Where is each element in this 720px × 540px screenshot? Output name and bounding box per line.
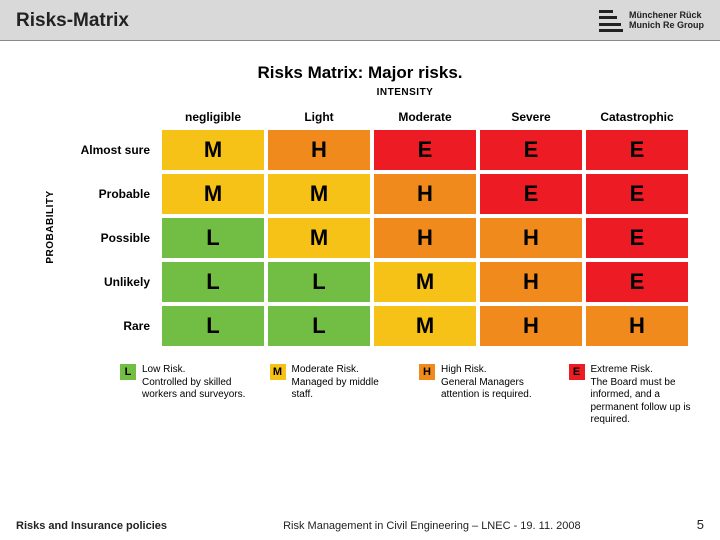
matrix-cell: M — [268, 218, 370, 258]
legend-text: High Risk.General Managers attention is … — [441, 364, 551, 402]
matrix-cell: L — [162, 262, 264, 302]
matrix-row: PossibleLMHHE — [68, 218, 688, 258]
brand-logo: Münchener Rück Munich Re Group — [599, 10, 704, 32]
col-header: Catastrophic — [586, 108, 688, 126]
matrix-cell: H — [480, 262, 582, 302]
matrix-body: Almost sureMHEEEProbableMMHEEPossibleLMH… — [68, 130, 688, 346]
row-header: Possible — [68, 218, 158, 258]
page-number: 5 — [697, 517, 704, 532]
matrix-cell: M — [268, 174, 370, 214]
footer-left: Risks and Insurance policies — [16, 520, 167, 532]
matrix-cell: H — [480, 306, 582, 346]
matrix-cell: L — [268, 262, 370, 302]
matrix-cell: L — [268, 306, 370, 346]
col-header: negligible — [162, 108, 264, 126]
legend: L Low Risk.Controlled by skilled workers … — [120, 364, 700, 427]
legend-item: M Moderate Risk.Managed by middle staff. — [270, 364, 402, 402]
row-header: Almost sure — [68, 130, 158, 170]
legend-text: Low Risk.Controlled by skilled workers a… — [142, 364, 252, 402]
matrix-cell: M — [374, 262, 476, 302]
matrix-cell: E — [586, 218, 688, 258]
matrix-cell: M — [162, 174, 264, 214]
matrix-cell: H — [586, 306, 688, 346]
row-header: Unlikely — [68, 262, 158, 302]
legend-text: Extreme Risk.The Board must be informed,… — [591, 364, 701, 427]
col-header: Moderate — [374, 108, 476, 126]
col-header: Light — [268, 108, 370, 126]
matrix-row: UnlikelyLLMHE — [68, 262, 688, 302]
page-title: Risks-Matrix — [16, 10, 129, 32]
brand-stripes-icon — [599, 10, 623, 32]
matrix-cell: E — [586, 262, 688, 302]
subtitle: Risks Matrix: Major risks. — [0, 63, 720, 83]
footer: Risks and Insurance policies Risk Manage… — [0, 517, 720, 532]
matrix-cell: L — [162, 306, 264, 346]
matrix-cell: E — [586, 174, 688, 214]
row-header: Probable — [68, 174, 158, 214]
brand-text: Münchener Rück Munich Re Group — [629, 11, 704, 31]
legend-badge: H — [419, 364, 435, 380]
footer-center: Risk Management in Civil Engineering – L… — [283, 520, 581, 532]
matrix-cell: M — [162, 130, 264, 170]
matrix-header-row: negligible Light Moderate Severe Catastr… — [68, 108, 688, 126]
legend-badge: E — [569, 364, 585, 380]
axis-y-label: PROBABILITY — [45, 190, 56, 263]
matrix-cell: E — [374, 130, 476, 170]
legend-badge: M — [270, 364, 286, 380]
legend-item: E Extreme Risk.The Board must be informed… — [569, 364, 701, 427]
matrix-cell: E — [480, 174, 582, 214]
risk-matrix-table: negligible Light Moderate Severe Catastr… — [64, 104, 692, 350]
axis-x-label: INTENSITY — [0, 87, 720, 98]
legend-item: H High Risk.General Managers attention is… — [419, 364, 551, 402]
matrix-cell: H — [268, 130, 370, 170]
matrix-cell: M — [374, 306, 476, 346]
matrix-cell: E — [586, 130, 688, 170]
matrix-row: Almost sureMHEEE — [68, 130, 688, 170]
matrix-cell: H — [374, 174, 476, 214]
matrix-row: ProbableMMHEE — [68, 174, 688, 214]
matrix-cell: H — [480, 218, 582, 258]
matrix-wrap: PROBABILITY negligible Light Moderate Se… — [0, 104, 720, 350]
matrix-row: RareLLMHH — [68, 306, 688, 346]
legend-item: L Low Risk.Controlled by skilled workers … — [120, 364, 252, 402]
legend-text: Moderate Risk.Managed by middle staff. — [292, 364, 402, 402]
matrix-cell: L — [162, 218, 264, 258]
matrix-cell: H — [374, 218, 476, 258]
matrix-corner — [68, 108, 158, 126]
col-header: Severe — [480, 108, 582, 126]
legend-badge: L — [120, 364, 136, 380]
row-header: Rare — [68, 306, 158, 346]
brand-line2: Munich Re Group — [629, 21, 704, 31]
header-bar: Risks-Matrix Münchener Rück Munich Re Gr… — [0, 0, 720, 41]
matrix-cell: E — [480, 130, 582, 170]
